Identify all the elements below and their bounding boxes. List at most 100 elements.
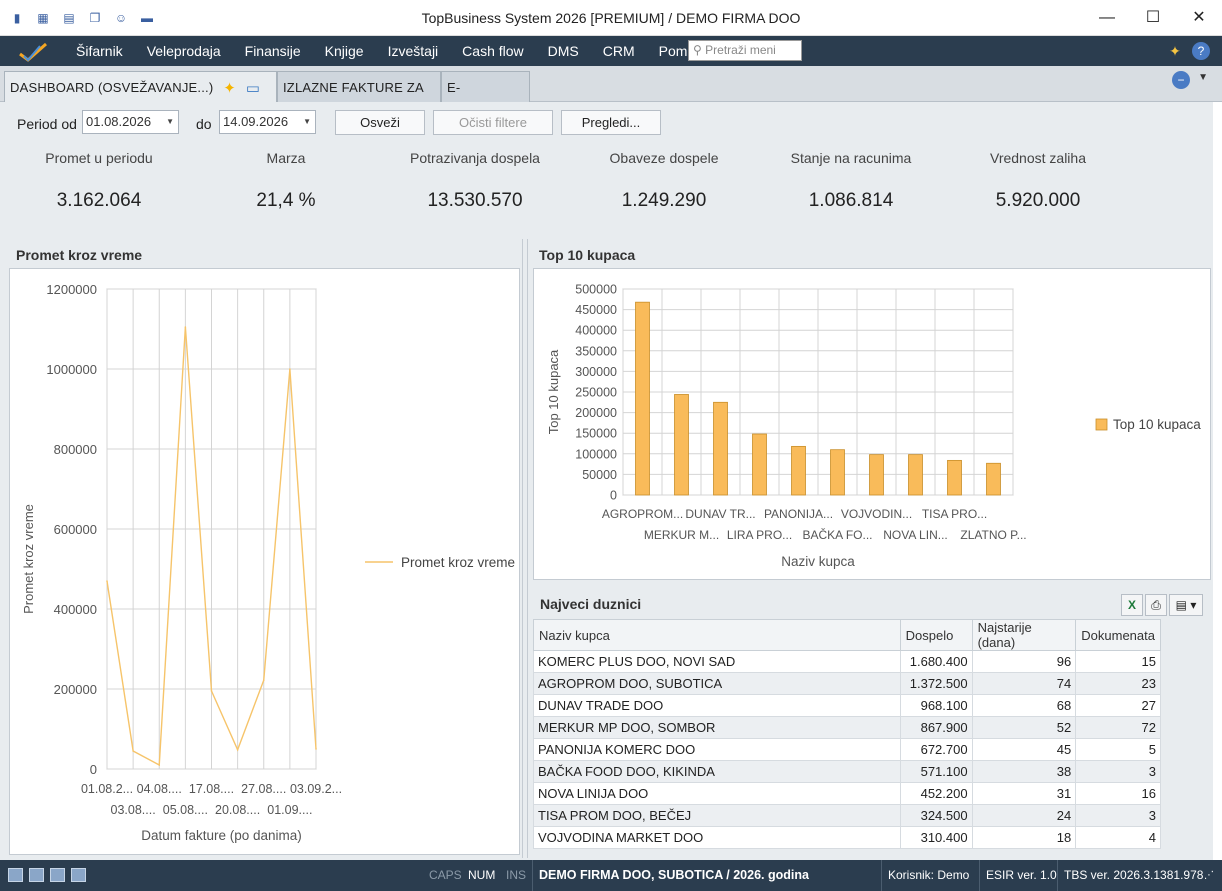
clear-filters-button[interactable]: Očisti filtere [433, 110, 553, 135]
panel-splitter[interactable] [522, 239, 528, 858]
excel-export-icon[interactable]: X [1121, 594, 1143, 616]
maximize-button[interactable]: ☐ [1145, 9, 1161, 26]
user-icon[interactable]: ☺ [114, 11, 128, 25]
menu-search-input[interactable]: ⚲ Pretraži meni [688, 40, 802, 61]
line-chart-container: 0 200000 400000 600000 800000 1000000 1200000 0… [9, 268, 520, 855]
x-tick-label: PANONIJA... [764, 507, 833, 521]
bar [791, 445, 806, 496]
menu-item-6[interactable]: DMS [547, 43, 579, 59]
monitor-icon[interactable]: ▭ [245, 80, 261, 98]
table-row[interactable]: TISA PROM DOO, BEČEJ 324.500 24 3 [533, 804, 1161, 827]
menu-item-7[interactable]: CRM [602, 43, 635, 59]
menu-item-2[interactable]: Finansije [244, 43, 301, 59]
chevron-down-icon[interactable]: ▼ [303, 117, 311, 126]
collapse-icon[interactable]: − [1172, 71, 1190, 89]
monitor-icon[interactable] [50, 868, 65, 882]
menu-item-5[interactable]: Cash flow [462, 43, 524, 59]
y-tick-label: 200000 [575, 406, 617, 420]
menu-item-1[interactable]: Veleprodaja [146, 43, 221, 59]
table-cell: 74 [971, 672, 1077, 695]
table-cell: PANONIJA KOMERC DOO [533, 738, 901, 761]
print-icon[interactable]: ⎙ [1145, 594, 1167, 616]
table-cell: 310.400 [899, 826, 973, 849]
preview-button[interactable]: Pregledi... [561, 110, 661, 135]
close-button[interactable]: ✕ [1192, 9, 1206, 26]
period-to-input[interactable]: 14.09.2026 ▼ [219, 110, 316, 134]
kpi-marza: Marza 21,4 % [198, 142, 374, 232]
kpi-value: 21,4 % [256, 190, 316, 211]
tab-e-dokumenti[interactable]: E-DOKUMENTI [441, 71, 530, 126]
x-tick-label: LIRA PRO... [727, 528, 792, 542]
caps-indicator: CAPS [429, 868, 462, 882]
x-axis-title: Naziv kupca [781, 554, 855, 569]
tab-izlazne-fakture[interactable]: IZLAZNE FAKTURE ZA ROBU [277, 71, 441, 126]
minimize-button[interactable]: — [1099, 9, 1115, 26]
sparkle-icon[interactable]: ✦ [1169, 43, 1181, 59]
kpi-promet: Promet u periodu 3.162.064 [0, 142, 198, 232]
background-strip [1213, 102, 1222, 860]
period-from-value: 01.08.2026 [86, 114, 152, 129]
table-row[interactable]: BAČKA FOOD DOO, KIKINDA 571.100 38 3 [533, 760, 1161, 783]
menu-item-4[interactable]: Izveštaji [387, 43, 439, 59]
x-tick-label: VOJVODIN... [841, 507, 912, 521]
table-cell: AGROPROM DOO, SUBOTICA [533, 672, 901, 695]
status-bar: CAPS NUM INS DEMO FIRMA DOO, SUBOTICA / … [0, 860, 1222, 891]
y-tick-label: 500000 [575, 283, 617, 297]
column-chooser-icon[interactable]: ▤ ▾ [1169, 594, 1203, 616]
bar [986, 462, 1001, 496]
table-row[interactable]: KOMERC PLUS DOO, NOVI SAD 1.680.400 96 15 [533, 650, 1161, 673]
y-tick-label: 800000 [54, 442, 97, 457]
table-row[interactable]: NOVA LINIJA DOO 452.200 31 16 [533, 782, 1161, 805]
table-row[interactable]: MERKUR MP DOO, SOMBOR 867.900 52 72 [533, 716, 1161, 739]
refresh-button[interactable]: Osveži [335, 110, 425, 135]
line-point [289, 368, 291, 370]
chart-icon[interactable]: ▮ [13, 11, 21, 25]
calendar-icon[interactable]: ▦ [37, 11, 49, 25]
help-icon[interactable]: ? [1192, 42, 1210, 60]
tab-dashboard[interactable]: DASHBOARD (OSVEŽAVANJE...) ✦ ▭ ✕ [4, 71, 277, 130]
table-row[interactable]: VOJVODINA MARKET DOO 310.400 18 4 [533, 826, 1161, 849]
calculator-icon[interactable] [71, 868, 86, 882]
status-icons [8, 868, 86, 882]
menu-bar: Šifarnik Veleprodaja Finansije Knjige Izvešt… [0, 36, 1222, 66]
window-layout-icon[interactable] [8, 868, 23, 882]
table-row[interactable]: AGROPROM DOO, SUBOTICA 1.372.500 74 23 [533, 672, 1161, 695]
x-tick-label: TISA PRO... [922, 507, 987, 521]
chevron-down-icon[interactable]: ▼ [1198, 72, 1208, 83]
line-point [106, 580, 108, 582]
chevron-down-icon[interactable]: ▼ [166, 117, 174, 126]
x-tick-label: NOVA LIN... [883, 528, 947, 542]
windows-icon[interactable] [29, 868, 44, 882]
app-logo-icon[interactable] [18, 42, 48, 62]
table-cell: 31 [971, 782, 1077, 805]
car-icon[interactable]: ▬ [141, 11, 153, 25]
folder-icon[interactable]: ▤ [63, 11, 75, 25]
x-tick-label: 03.09.2... [290, 782, 342, 796]
x-tick-label: 20.08.... [215, 803, 260, 817]
line-point [236, 749, 239, 751]
kpi-label: Promet u periodu [45, 150, 153, 166]
column-header[interactable]: Naziv kupca [533, 619, 901, 651]
column-header[interactable]: Dokumenata [1075, 619, 1161, 651]
title-bar: ▮ ▦ ▤ ❐ ☺ ▬ TopBusiness System 2026 [PRE… [0, 0, 1222, 36]
y-axis-title: Top 10 kupaca [546, 349, 561, 434]
resize-grip-icon[interactable]: ⋰ [1204, 870, 1214, 881]
menu-item-0[interactable]: Šifarnik [76, 43, 123, 59]
x-tick-label: DUNAV TR... [685, 507, 755, 521]
column-header[interactable]: Najstarije (dana) [971, 619, 1077, 651]
table-cell: 672.700 [899, 738, 973, 761]
period-from-input[interactable]: 01.08.2026 ▼ [82, 110, 179, 134]
table-row[interactable]: DUNAV TRADE DOO 968.100 68 27 [533, 694, 1161, 717]
y-tick-label: 100000 [575, 447, 617, 461]
table-cell: 15 [1075, 650, 1161, 673]
menu-item-3[interactable]: Knjige [324, 43, 364, 59]
ins-indicator: INS [506, 868, 527, 882]
column-header[interactable]: Dospelo [899, 619, 973, 651]
line-chart: 0 200000 400000 600000 800000 1000000 1200000 0… [21, 282, 515, 843]
sparkle-icon[interactable]: ✦ [223, 80, 236, 98]
y-tick-label: 150000 [575, 427, 617, 441]
table-row[interactable]: PANONIJA KOMERC DOO 672.700 45 5 [533, 738, 1161, 761]
documents-icon[interactable]: ❐ [89, 11, 101, 25]
table-cell: 68 [971, 694, 1077, 717]
